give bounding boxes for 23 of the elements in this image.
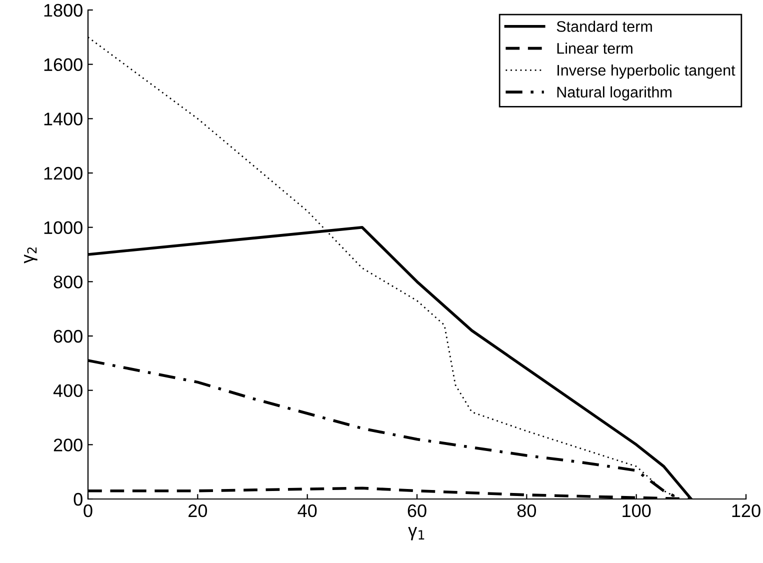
y-tick-label: 600 bbox=[54, 330, 82, 343]
legend-label: Natural logarithm bbox=[557, 86, 672, 101]
y-tick-label: 1000 bbox=[44, 221, 82, 234]
y-tick-label: 0 bbox=[74, 492, 82, 506]
x-tick-label: 60 bbox=[408, 504, 426, 518]
x-tick-label: 20 bbox=[188, 504, 208, 518]
y-tick-label: 200 bbox=[54, 438, 82, 452]
y-tick-label: 1800 bbox=[44, 4, 82, 17]
legend-label: Inverse hyperbolic tangent bbox=[558, 64, 736, 79]
y-tick-label: 1200 bbox=[44, 166, 82, 180]
x-tick-label: 0 bbox=[84, 504, 92, 518]
y-tick-label: 1600 bbox=[44, 58, 82, 72]
x-tick-label: 100 bbox=[622, 504, 651, 518]
x-tick-label: 80 bbox=[517, 504, 536, 518]
legend-label: Linear term bbox=[557, 42, 632, 54]
y-tick-label: 400 bbox=[53, 384, 82, 398]
y-tick-label: 1400 bbox=[44, 112, 82, 126]
legend-label: Standard term bbox=[556, 20, 652, 32]
y-axis-title: γ$_{2}$ bbox=[24, 247, 38, 264]
y-tick-label: 800 bbox=[54, 276, 82, 288]
x-tick-label: 120 bbox=[732, 504, 760, 518]
x-tick-label: 40 bbox=[298, 504, 317, 518]
x-axis-title: γ$_{1}$ bbox=[408, 526, 424, 540]
